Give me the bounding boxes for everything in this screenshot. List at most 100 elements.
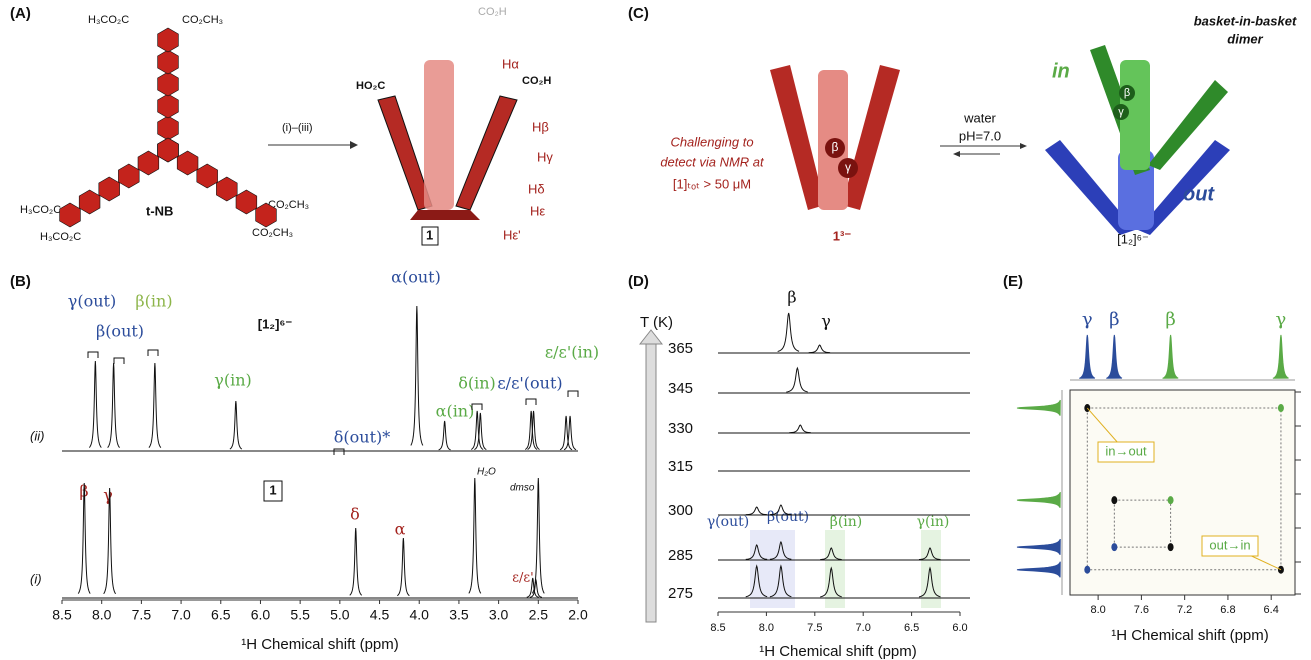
x-tick-label: 6.4 xyxy=(1264,604,1279,616)
peak xyxy=(769,564,792,598)
temperature-label: 345 xyxy=(668,380,693,397)
peak-label: γ(in) xyxy=(917,514,950,530)
cross-peak xyxy=(1111,496,1118,505)
x-tick-label: 6.5 xyxy=(211,607,231,623)
label-dot xyxy=(825,138,845,158)
ring xyxy=(98,176,120,202)
peak-label: δ(in) xyxy=(458,374,496,393)
peak xyxy=(349,527,363,596)
x-tick-label: 7.2 xyxy=(1177,604,1192,616)
note: Challenging to xyxy=(670,134,753,149)
greek-label: β xyxy=(1124,87,1130,99)
outer-label: out xyxy=(1183,183,1215,205)
x-tick-label: 5.5 xyxy=(290,607,310,623)
bracket xyxy=(87,349,579,455)
peak xyxy=(786,366,808,393)
panel-a: (A) H₃CO₂C CO₂CH₃ H₃CO₂C H₃CO₂C CO₂CH₃ C… xyxy=(10,5,553,246)
peak xyxy=(77,482,91,594)
peak xyxy=(769,540,792,560)
ring xyxy=(157,137,179,163)
greek-label: γ xyxy=(1105,176,1111,190)
ring xyxy=(157,49,179,75)
x-tick-label: 7.5 xyxy=(807,622,822,634)
peak-label: γ(out) xyxy=(68,292,116,311)
panel-b: (B) (ii) (i) γ(out) β(out) β(in) [1₂]⁶⁻ … xyxy=(10,268,599,653)
peak xyxy=(559,415,573,451)
arrowhead xyxy=(1020,143,1027,149)
spectrum-label: (ii) xyxy=(30,428,44,443)
peak xyxy=(88,360,102,448)
spectrum-label: (i) xyxy=(30,571,42,586)
peak xyxy=(438,420,451,451)
temperature-label: 285 xyxy=(668,547,693,564)
peak xyxy=(1162,334,1179,379)
proton-label: Hε xyxy=(530,203,545,218)
ring xyxy=(176,150,199,176)
peak xyxy=(107,362,120,448)
peak xyxy=(1016,399,1061,416)
proton-label: Hα xyxy=(502,56,519,71)
x-tick-label: 7.0 xyxy=(856,622,871,634)
x-tick-label: 8.0 xyxy=(92,607,112,623)
label-box xyxy=(1097,441,1155,463)
connector xyxy=(1113,499,1172,548)
peak-label: ε/ε'(out) xyxy=(497,374,562,393)
proton-label: Hγ xyxy=(537,149,553,164)
peak-label: β xyxy=(787,288,796,307)
peak-label: β xyxy=(1109,309,1119,330)
ring xyxy=(78,189,101,215)
peak xyxy=(1016,538,1061,555)
plot-frame xyxy=(1069,389,1296,596)
molecule xyxy=(1138,140,1230,235)
molecule xyxy=(1148,80,1228,170)
peak-label: α(out) xyxy=(391,268,441,287)
group: HO₂C xyxy=(356,80,385,92)
peak xyxy=(777,312,800,352)
panel-label: (D) xyxy=(628,273,649,290)
substituent: CO₂CH₃ xyxy=(268,199,309,211)
ring xyxy=(137,150,160,176)
ring xyxy=(118,163,140,189)
temperature-label: 365 xyxy=(668,340,693,357)
peak xyxy=(526,577,539,598)
x-tick-label: 4.5 xyxy=(370,607,390,623)
panel-e: (E) ¹H Chemical shift (ppm) 8.0 7.6 7.2 6.8… xyxy=(1003,273,1301,644)
peak xyxy=(527,410,540,450)
axis-title: ¹H Chemical shift (ppm) xyxy=(241,636,399,653)
x-tick-label: 8.5 xyxy=(710,622,725,634)
ring xyxy=(255,202,277,228)
peak xyxy=(745,544,768,560)
panel-label: (E) xyxy=(1003,273,1023,290)
x-tick-label: 3.5 xyxy=(449,607,469,623)
arrowhead xyxy=(638,329,664,345)
peak xyxy=(531,477,545,594)
group: CO₂H xyxy=(478,6,507,18)
arrowhead xyxy=(953,151,960,157)
cross-peak xyxy=(1167,543,1174,552)
dimer-label: [1₂]⁶⁻ xyxy=(1117,231,1149,246)
proton-label: Hδ xyxy=(528,181,545,196)
ring xyxy=(59,202,81,228)
axis-title: ¹H Chemical shift (ppm) xyxy=(759,643,917,660)
greek-label: γ xyxy=(1118,106,1124,118)
peak-label: β(out) xyxy=(96,322,144,341)
peak-label: γ xyxy=(821,312,831,331)
x-tick-label: 2.0 xyxy=(568,607,588,623)
peak-label: γ(in) xyxy=(214,371,251,390)
peak xyxy=(769,504,792,516)
substituent: H₃CO₂C xyxy=(20,204,61,216)
diagonal-peak xyxy=(1084,565,1091,574)
condition: pH=7.0 xyxy=(959,128,1001,143)
peak xyxy=(918,566,941,598)
axis-title: ¹H Chemical shift (ppm) xyxy=(1111,627,1269,644)
peak-label: β xyxy=(1165,309,1175,330)
label-box xyxy=(1201,535,1259,557)
compound-name: t-NB xyxy=(146,203,173,218)
peak xyxy=(745,564,768,598)
temperature-label: 315 xyxy=(668,458,693,475)
tick xyxy=(1295,391,1301,595)
molecule xyxy=(770,65,825,210)
peak xyxy=(820,566,842,598)
temperature-label: 300 xyxy=(668,502,693,519)
diagonal-peak xyxy=(1111,543,1118,552)
